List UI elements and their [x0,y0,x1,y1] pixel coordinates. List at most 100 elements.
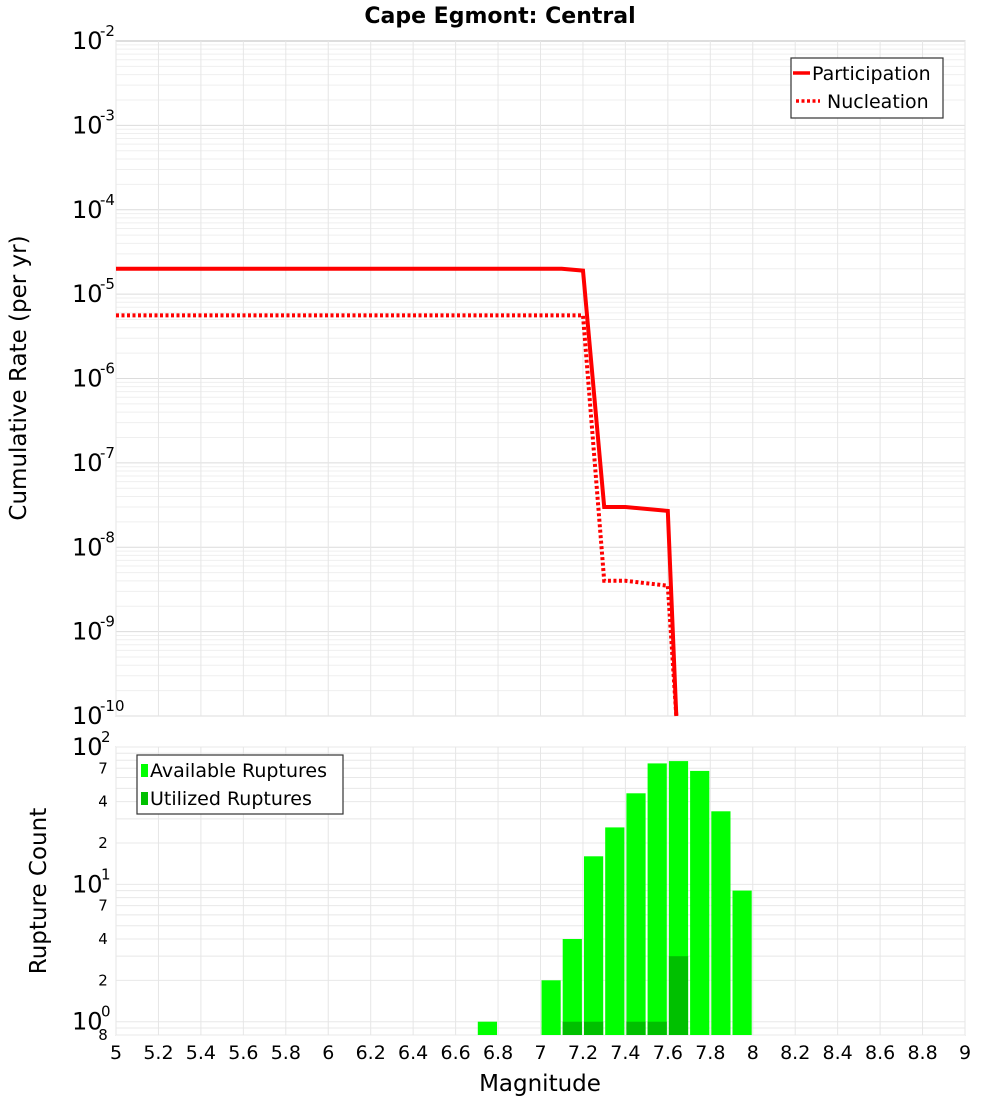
x-tick-label: 5 [110,1042,122,1064]
count-bars [477,761,752,1035]
count-y-axis-label: Rupture Count [26,808,52,974]
count-y-minor-tick-label: 2 [98,971,108,989]
y-tick-base: 10 [72,702,103,730]
x-tick-label: 7 [534,1042,546,1064]
x-tick-label: 5.6 [228,1042,258,1064]
y-tick-exponent: -7 [100,444,115,462]
count-legend: Available Ruptures Utilized Ruptures [136,754,344,815]
x-tick-label: 6.2 [356,1042,386,1064]
utilized-ruptures-bar [647,1021,667,1035]
y-tick-base: 10 [72,733,103,761]
y-tick-exponent: -5 [100,275,115,293]
rate-y-tick-label: 10-10 [72,697,125,730]
rate-y-tick-label: 10-5 [72,275,115,308]
count-y-tick-label: 100 [72,1003,111,1036]
utilized-ruptures-bar [584,1021,604,1035]
y-tick-base: 10 [72,196,103,224]
y-tick-base: 10 [72,111,103,139]
series-nucleation-line [116,313,679,717]
x-tick-label: 7.4 [610,1042,640,1064]
x-axis-label: Magnitude [479,1071,601,1097]
x-tick-label: 6.6 [440,1042,470,1064]
available-ruptures-bar [541,980,561,1035]
rate-plot: 10-210-310-410-510-610-710-810-910-10 Cu… [6,22,966,730]
available-ruptures-bar [562,939,582,1035]
legend-available-label: Available Ruptures [150,760,327,782]
x-tick-label: 8.4 [823,1042,853,1064]
x-tick-label: 5.4 [186,1042,216,1064]
available-ruptures-bar [605,827,625,1035]
y-tick-exponent: -10 [100,697,125,715]
rate-y-tick-label: 10-8 [72,528,115,561]
utilized-ruptures-bar [668,956,689,1035]
legend-participation-label: Participation [812,63,931,85]
y-tick-base: 10 [72,533,103,561]
y-tick-exponent: -3 [100,106,115,124]
y-tick-exponent: -4 [100,191,115,209]
x-tick-label: 9 [959,1042,971,1064]
count-y-minor-tick-label: 8 [98,1026,108,1044]
count-grid [115,746,966,1036]
x-tick-label: 8 [747,1042,759,1064]
y-tick-base: 10 [72,27,103,55]
y-tick-exponent: -2 [100,22,115,40]
available-ruptures-bar [584,856,604,1035]
rate-y-tick-label: 10-7 [72,444,115,477]
x-tick-label: 6 [322,1042,334,1064]
available-ruptures-bar [732,890,752,1035]
x-tick-label: 8.6 [865,1042,895,1064]
x-ticks: 5 5.2 5.4 5.6 5.8 6 6.2 6.4 6.6 6.8 7 7.2 7.4 7.6 7.8 8… [110,1042,971,1064]
rate-y-tick-label: 10-3 [72,106,115,139]
y-tick-exponent: 0 [101,1003,111,1021]
series-participation-line [116,266,679,717]
count-y-minor-tick-label: 7 [98,897,108,915]
rate-y-tick-label: 10-2 [72,22,115,55]
rate-y-axis-label: Cumulative Rate (per yr) [6,235,32,520]
available-ruptures-bar [477,1021,497,1035]
count-y-minor-tick-label: 2 [98,834,108,852]
y-tick-base: 10 [72,870,103,898]
rate-y-tick-label: 10-4 [72,191,115,224]
x-tick-label: 8.2 [780,1042,810,1064]
x-tick-label: 5.8 [271,1042,301,1064]
count-y-minor-tick-label: 7 [98,759,108,777]
rate-series [116,266,679,717]
count-y-minor-tick-label: 4 [98,930,108,948]
utilized-ruptures-bar [562,1021,582,1035]
x-tick-label: 7.6 [653,1042,683,1064]
y-tick-base: 10 [72,280,103,308]
legend-utilized-label: Utilized Ruptures [150,788,312,810]
legend-nucleation-label: Nucleation [827,91,929,113]
x-tick-label: 6.4 [398,1042,428,1064]
x-tick-label: 8.8 [907,1042,937,1064]
available-ruptures-bar [711,811,731,1035]
y-tick-exponent: -8 [100,528,115,546]
y-tick-base: 10 [72,449,103,477]
chart-title: Cape Egmont: Central [364,4,635,29]
y-tick-base: 10 [72,618,103,646]
y-tick-exponent: 2 [101,728,111,746]
count-y-tick-label: 101 [72,865,111,898]
count-y-tick-label: 102 [72,728,111,761]
count-y-minor-tick-label: 4 [98,793,108,811]
rate-y-ticks: 10-210-310-410-510-610-710-810-910-10 [72,22,125,730]
available-ruptures-bar [626,793,646,1035]
rate-y-tick-label: 10-9 [72,613,115,646]
available-ruptures-bar [690,770,710,1035]
utilized-ruptures-bar [626,1021,646,1035]
y-tick-exponent: -9 [100,613,115,631]
rate-legend: Participation Nucleation [790,57,944,119]
y-tick-base: 10 [72,365,103,393]
y-tick-base: 10 [72,1008,103,1036]
y-tick-exponent: 1 [101,865,111,883]
legend-available-swatch [141,764,148,777]
rate-y-tick-label: 10-6 [72,360,115,393]
y-tick-exponent: -6 [100,360,115,378]
x-tick-label: 7.8 [695,1042,725,1064]
x-tick-label: 7.2 [568,1042,598,1064]
available-ruptures-bar [647,763,667,1035]
rate-grid [115,41,966,717]
